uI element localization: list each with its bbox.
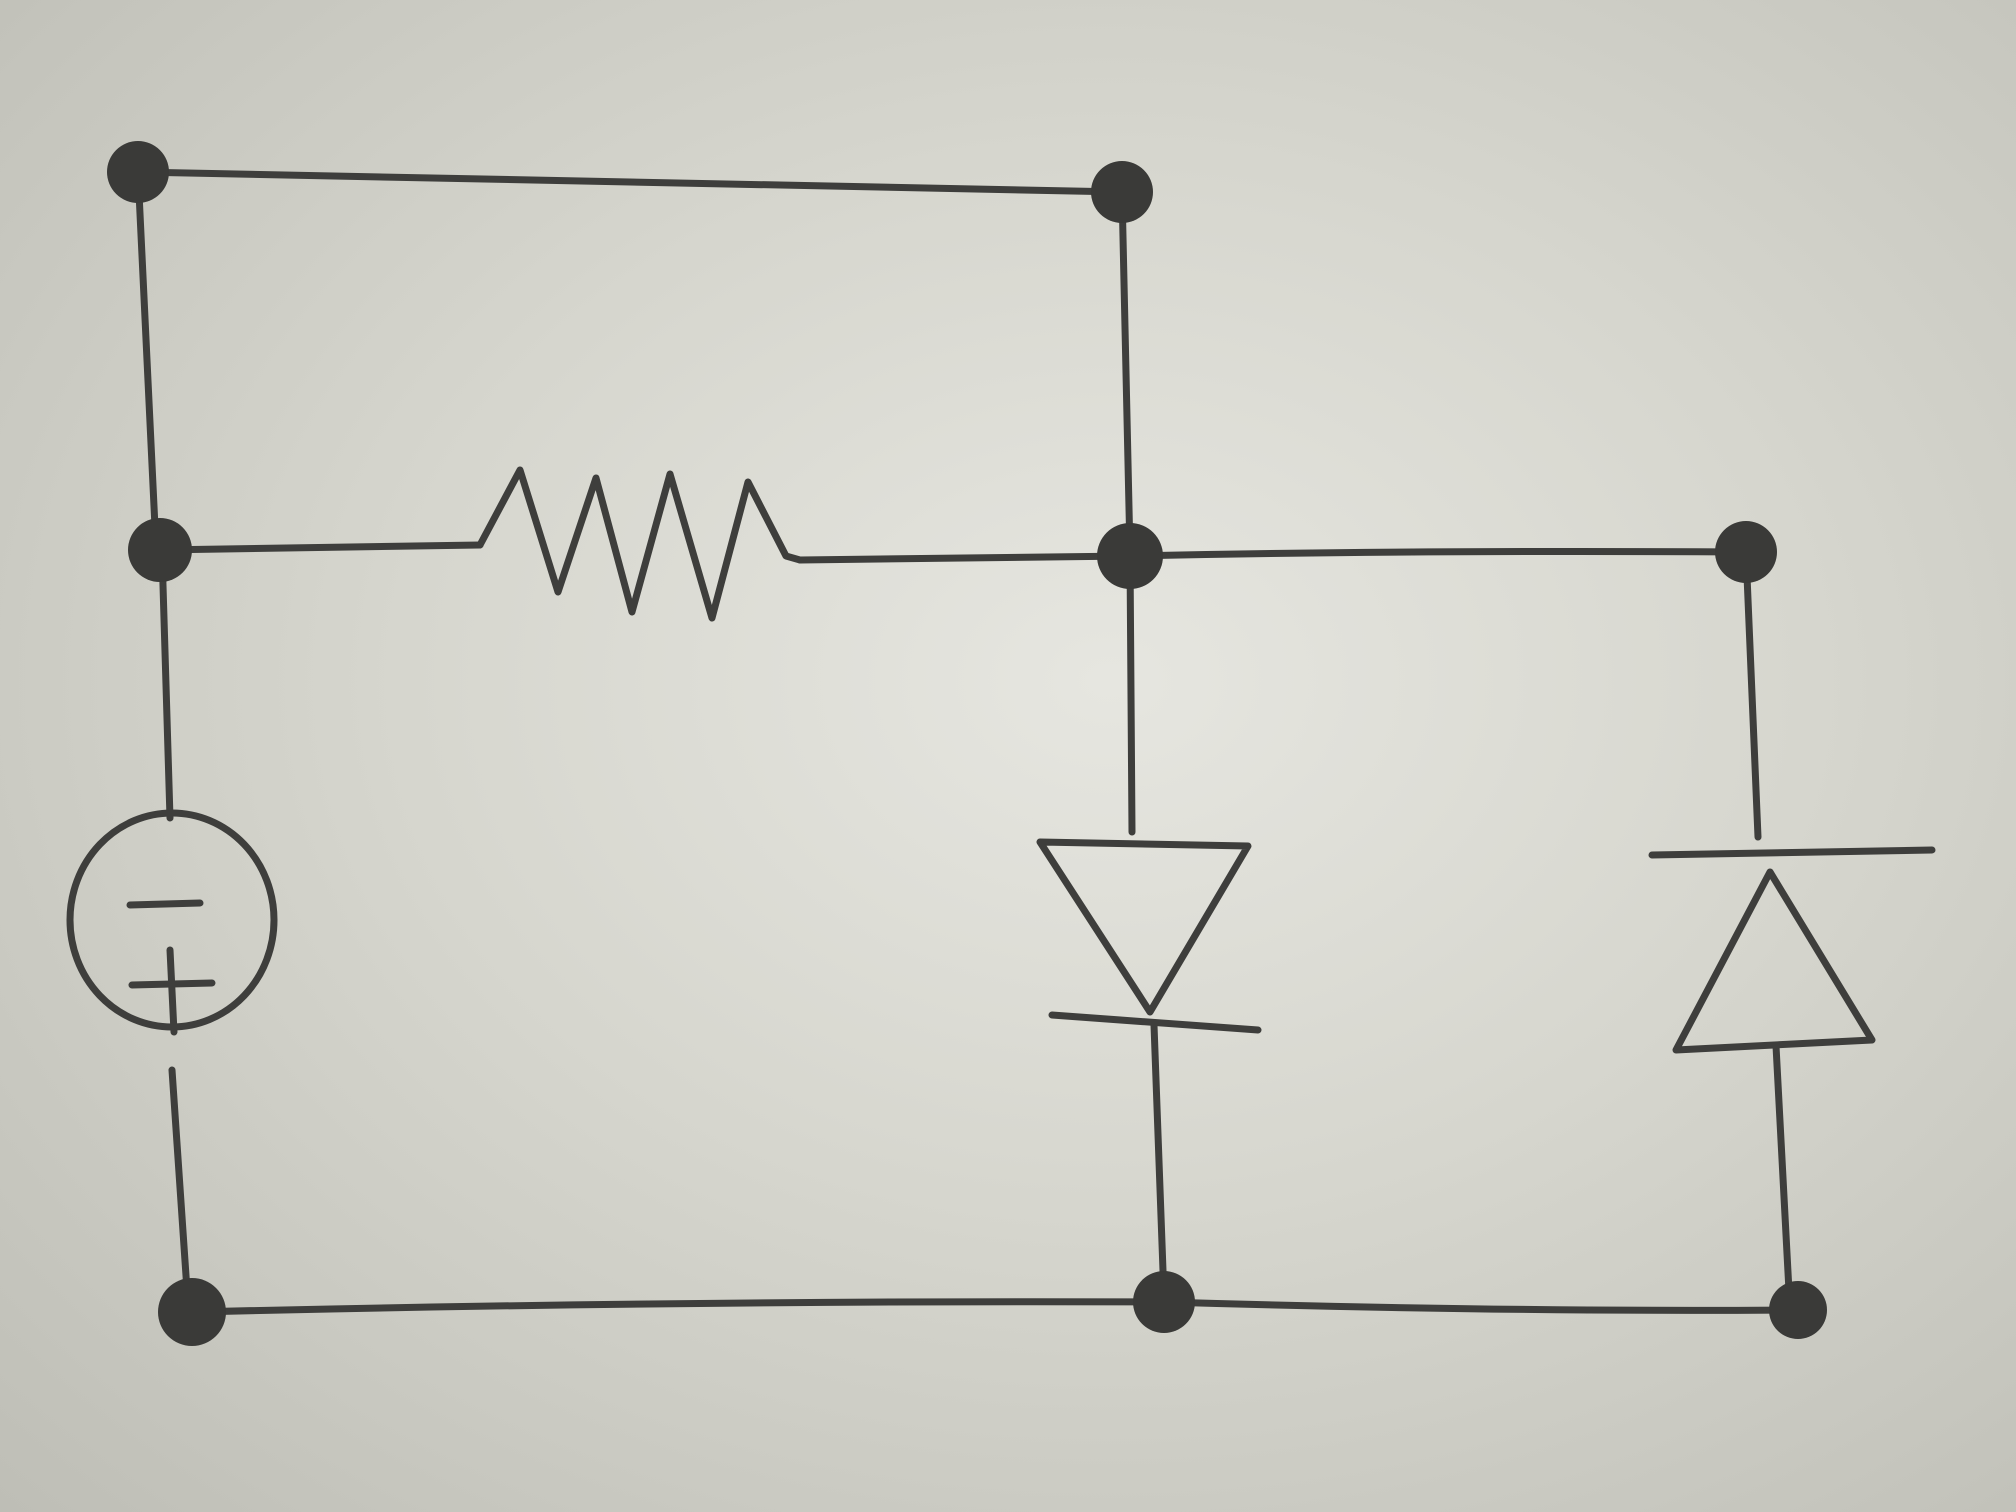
- diode-right-cathode-bar: [1648, 846, 1936, 859]
- wire-left-upper: [134, 168, 160, 552]
- junction-node: [1769, 1281, 1827, 1339]
- junction-node: [158, 1278, 226, 1346]
- wire-right-upper: [1118, 188, 1134, 557]
- resistor-symbol: [476, 466, 804, 622]
- voltage-source-minus: [126, 899, 204, 909]
- diode-middle-cathode-bar: [1048, 1011, 1262, 1034]
- wire-diode-to-bottom: [1150, 1021, 1168, 1302]
- wire-left-to-resistor: [156, 541, 484, 554]
- voltage-source-plus-vertical: [166, 946, 178, 1036]
- wire-mid-to-diode: [1126, 552, 1136, 836]
- wire-right-to-diode: [1742, 548, 1762, 841]
- wire-source-to-bottom: [168, 1066, 192, 1309]
- junction-node: [107, 141, 169, 203]
- junction-nodes: [107, 141, 1827, 1346]
- junction-node: [1715, 521, 1777, 583]
- wire-left-to-source: [158, 548, 174, 822]
- wire-right-diode-to-bottom: [1772, 1042, 1794, 1314]
- voltage-source-symbol: [66, 809, 278, 1036]
- diode-right-symbol: [1648, 846, 1936, 1054]
- junction-node: [1133, 1271, 1195, 1333]
- junction-node: [1097, 523, 1163, 589]
- junction-node: [1091, 161, 1153, 223]
- junction-node: [128, 518, 192, 582]
- wire-node-to-right: [1126, 548, 1750, 560]
- wires: [134, 168, 1796, 1316]
- wire-resistor-to-node: [796, 552, 1134, 564]
- diode-right-triangle: [1672, 868, 1876, 1054]
- diode-middle-symbol: [1036, 838, 1262, 1034]
- wire-top: [134, 168, 1126, 196]
- diode-middle-triangle: [1036, 838, 1252, 1016]
- wire-bottom: [188, 1298, 1796, 1316]
